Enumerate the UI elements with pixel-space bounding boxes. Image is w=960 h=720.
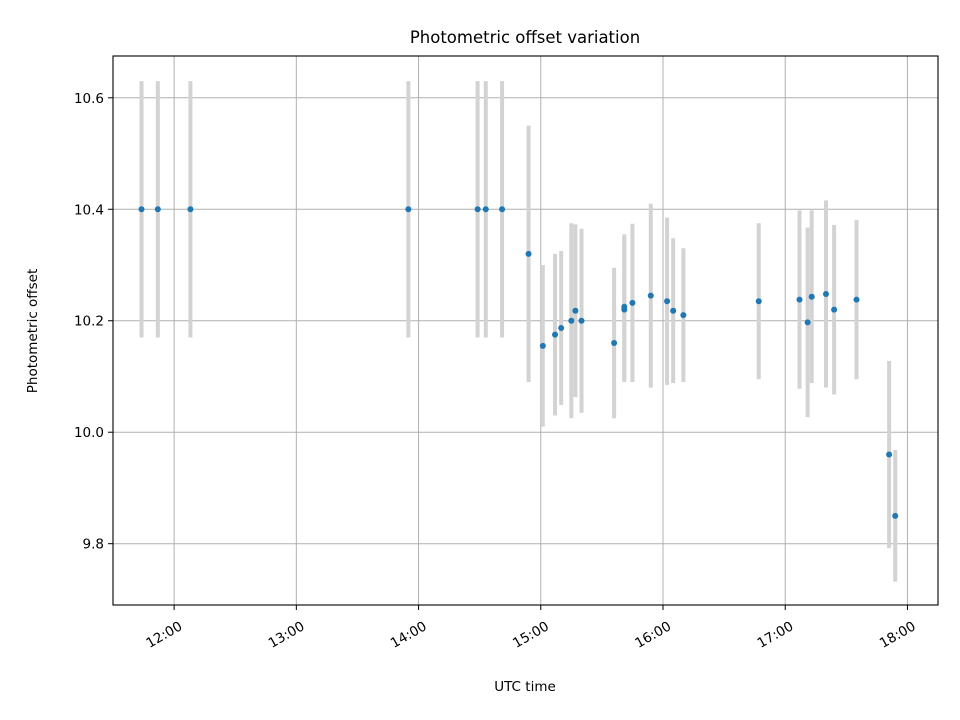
data-point <box>611 340 618 347</box>
data-point <box>664 298 671 305</box>
data-point <box>680 312 687 319</box>
data-point <box>804 319 811 326</box>
data-points <box>138 206 899 519</box>
chart-title: Photometric offset variation <box>410 28 640 47</box>
data-point <box>568 317 575 324</box>
plot-frame <box>112 55 939 606</box>
data-point <box>405 206 412 213</box>
y-tick-label: 10.2 <box>74 314 104 330</box>
data-point <box>886 451 893 458</box>
data-point <box>474 206 481 213</box>
data-point <box>572 307 579 314</box>
data-point <box>578 317 585 324</box>
data-point <box>558 324 565 331</box>
data-point <box>154 206 161 213</box>
data-point <box>138 206 145 213</box>
data-point <box>853 296 860 303</box>
y-axis-label: Photometric offset <box>25 269 41 393</box>
data-point <box>552 331 559 338</box>
y-axis-ticks: 9.8 10.0 10.2 10.4 10.6 <box>74 91 113 553</box>
data-point <box>670 307 677 314</box>
data-point <box>525 250 532 257</box>
data-point <box>831 306 838 313</box>
data-point <box>482 206 489 213</box>
data-point <box>822 290 829 297</box>
data-point <box>647 292 654 299</box>
data-point <box>187 206 194 213</box>
data-point <box>892 512 899 519</box>
data-point <box>621 306 628 313</box>
x-axis-label: UTC time <box>494 679 556 695</box>
data-point <box>539 342 546 349</box>
data-point <box>796 296 803 303</box>
data-point <box>755 298 762 305</box>
y-tick-label: 10.6 <box>74 91 104 107</box>
data-point <box>629 299 636 306</box>
data-point <box>808 293 815 300</box>
y-tick-label: 10.0 <box>74 425 104 441</box>
y-tick-label: 10.4 <box>74 202 104 218</box>
data-point <box>499 206 506 213</box>
y-tick-label: 9.8 <box>83 537 104 553</box>
